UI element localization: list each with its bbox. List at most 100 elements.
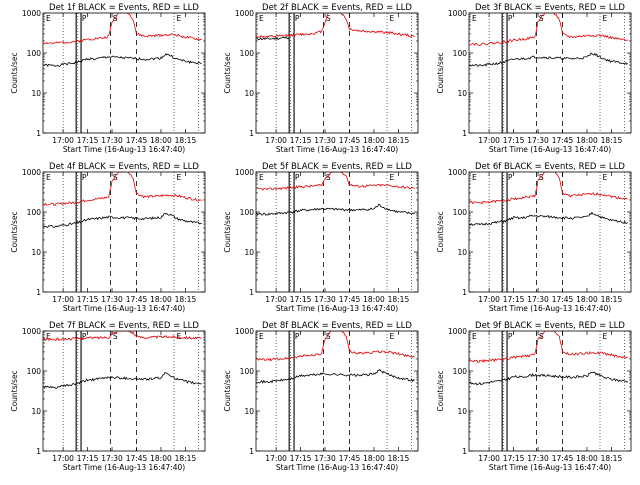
y-tick-label: 10 [31, 248, 41, 257]
y-tick-label: 10 [31, 407, 41, 416]
x-tick-label: 17:15 [503, 136, 525, 145]
y-tick-label: 1 [462, 288, 467, 297]
x-axis: 17:00 17:15 17:30 17:45 18:00 18:15 [52, 172, 196, 304]
x-tick-label: 17:30 [527, 295, 549, 304]
x-tick-label: 17:45 [126, 295, 148, 304]
x-tick-label: 17:00 [265, 295, 287, 304]
x-tick-label: 17:45 [339, 454, 361, 463]
x-axis: 17:00 17:15 17:30 17:45 18:00 18:15 [52, 331, 196, 463]
x-axis: 17:00 17:15 17:30 17:45 18:00 18:15 [265, 172, 410, 304]
y-tick-label: 1000 [448, 168, 467, 177]
x-tick-label: 18:15 [388, 295, 410, 304]
panel-title: Det 3f BLACK = Events, RED = LLD [475, 3, 625, 13]
events-series-line [469, 371, 628, 386]
y-tick-label: 1000 [235, 168, 254, 177]
plot-frame [42, 12, 206, 134]
state-letter: P [82, 14, 87, 23]
events-series-line [43, 372, 202, 390]
y-tick-label: 1 [249, 447, 254, 456]
marker-lines [275, 331, 412, 451]
marker-lines [488, 331, 625, 451]
x-tick-label: 17:30 [101, 454, 123, 463]
state-letter: S [326, 14, 331, 23]
state-letter: S [113, 332, 118, 341]
panel-title: Det 1f BLACK = Events, RED = LLD [49, 3, 199, 13]
events-series-line [256, 368, 415, 384]
y-axis-label: Counts/sec [436, 52, 445, 93]
panel-title: Det 4f BLACK = Events, RED = LLD [49, 162, 199, 172]
series-group [43, 172, 202, 228]
panel-title: Det 9f BLACK = Events, RED = LLD [475, 321, 625, 331]
state-letter: E [472, 14, 477, 23]
lld-series-line [43, 331, 202, 342]
y-tick-label: 1000 [235, 9, 254, 18]
x-tick-label: 18:00 [576, 454, 598, 463]
marker-lines [62, 13, 199, 133]
x-tick-label: 18:00 [363, 295, 385, 304]
x-axis: 17:00 17:15 17:30 17:45 18:00 18:15 [478, 331, 623, 463]
panel-title: Det 5f BLACK = Events, RED = LLD [262, 162, 412, 172]
panel-title: Det 6f BLACK = Events, RED = LLD [475, 162, 625, 172]
marker-lines [275, 13, 412, 133]
series-group [256, 13, 415, 41]
x-tick-label: 17:15 [290, 454, 312, 463]
y-tick-label: 100 [240, 49, 255, 58]
y-tick-label: 1 [462, 447, 467, 456]
state-letter: E [602, 173, 607, 182]
marker-lines [62, 172, 199, 292]
y-tick-label: 100 [240, 367, 255, 376]
y-tick-label: 10 [457, 248, 467, 257]
state-letter: E [472, 173, 477, 182]
y-axis: 1 10 100 1000 [235, 9, 418, 138]
events-series-line [43, 53, 202, 68]
x-tick-label: 17:00 [52, 295, 74, 304]
lld-series-line [256, 331, 415, 362]
y-tick-label: 10 [244, 407, 254, 416]
y-axis-label: Counts/sec [10, 211, 19, 252]
y-tick-label: 10 [244, 89, 254, 98]
y-tick-label: 1 [36, 288, 41, 297]
y-axis-label: Counts/sec [223, 52, 232, 93]
marker-lines [275, 172, 412, 292]
x-tick-label: 17:00 [52, 454, 74, 463]
y-axis-label: Counts/sec [436, 211, 445, 252]
x-tick-label: 17:30 [314, 454, 336, 463]
x-tick-label: 18:15 [601, 454, 623, 463]
y-tick-label: 1 [36, 447, 41, 456]
y-tick-label: 1 [249, 288, 254, 297]
y-tick-label: 100 [453, 208, 468, 217]
x-axis-label: Start Time (16-Aug-13 16:47:40) [276, 304, 398, 313]
plot-frame [468, 12, 632, 134]
y-tick-label: 100 [27, 208, 42, 217]
panel-title: Det 7f BLACK = Events, RED = LLD [49, 321, 199, 331]
y-tick-label: 1 [462, 129, 467, 138]
state-letter: E [389, 14, 394, 23]
state-letter: S [326, 173, 331, 182]
x-tick-label: 17:30 [101, 136, 123, 145]
y-axis-label: Counts/sec [10, 52, 19, 93]
state-letter: E [176, 14, 181, 23]
y-axis-label: Counts/sec [10, 370, 19, 411]
x-axis-label: Start Time (16-Aug-13 16:47:40) [276, 145, 398, 154]
state-letter: E [46, 332, 51, 341]
y-tick-label: 1000 [22, 327, 41, 336]
y-axis: 1 10 100 1000 [448, 168, 631, 297]
plot-frame [42, 171, 206, 293]
x-tick-label: 17:45 [339, 136, 361, 145]
events-series-line [469, 52, 628, 67]
x-axis-label: Start Time (16-Aug-13 16:47:40) [63, 463, 185, 472]
y-tick-label: 1000 [235, 327, 254, 336]
y-axis-label: Counts/sec [223, 211, 232, 252]
x-axis-label: Start Time (16-Aug-13 16:47:40) [63, 304, 185, 313]
state-letter: E [176, 332, 181, 341]
lld-series-line [256, 13, 415, 39]
lld-series-line [43, 172, 202, 207]
y-tick-label: 1 [249, 129, 254, 138]
y-tick-label: 100 [453, 49, 468, 58]
x-tick-label: 17:15 [77, 136, 99, 145]
x-tick-label: 18:15 [601, 136, 623, 145]
series-group [256, 172, 415, 216]
